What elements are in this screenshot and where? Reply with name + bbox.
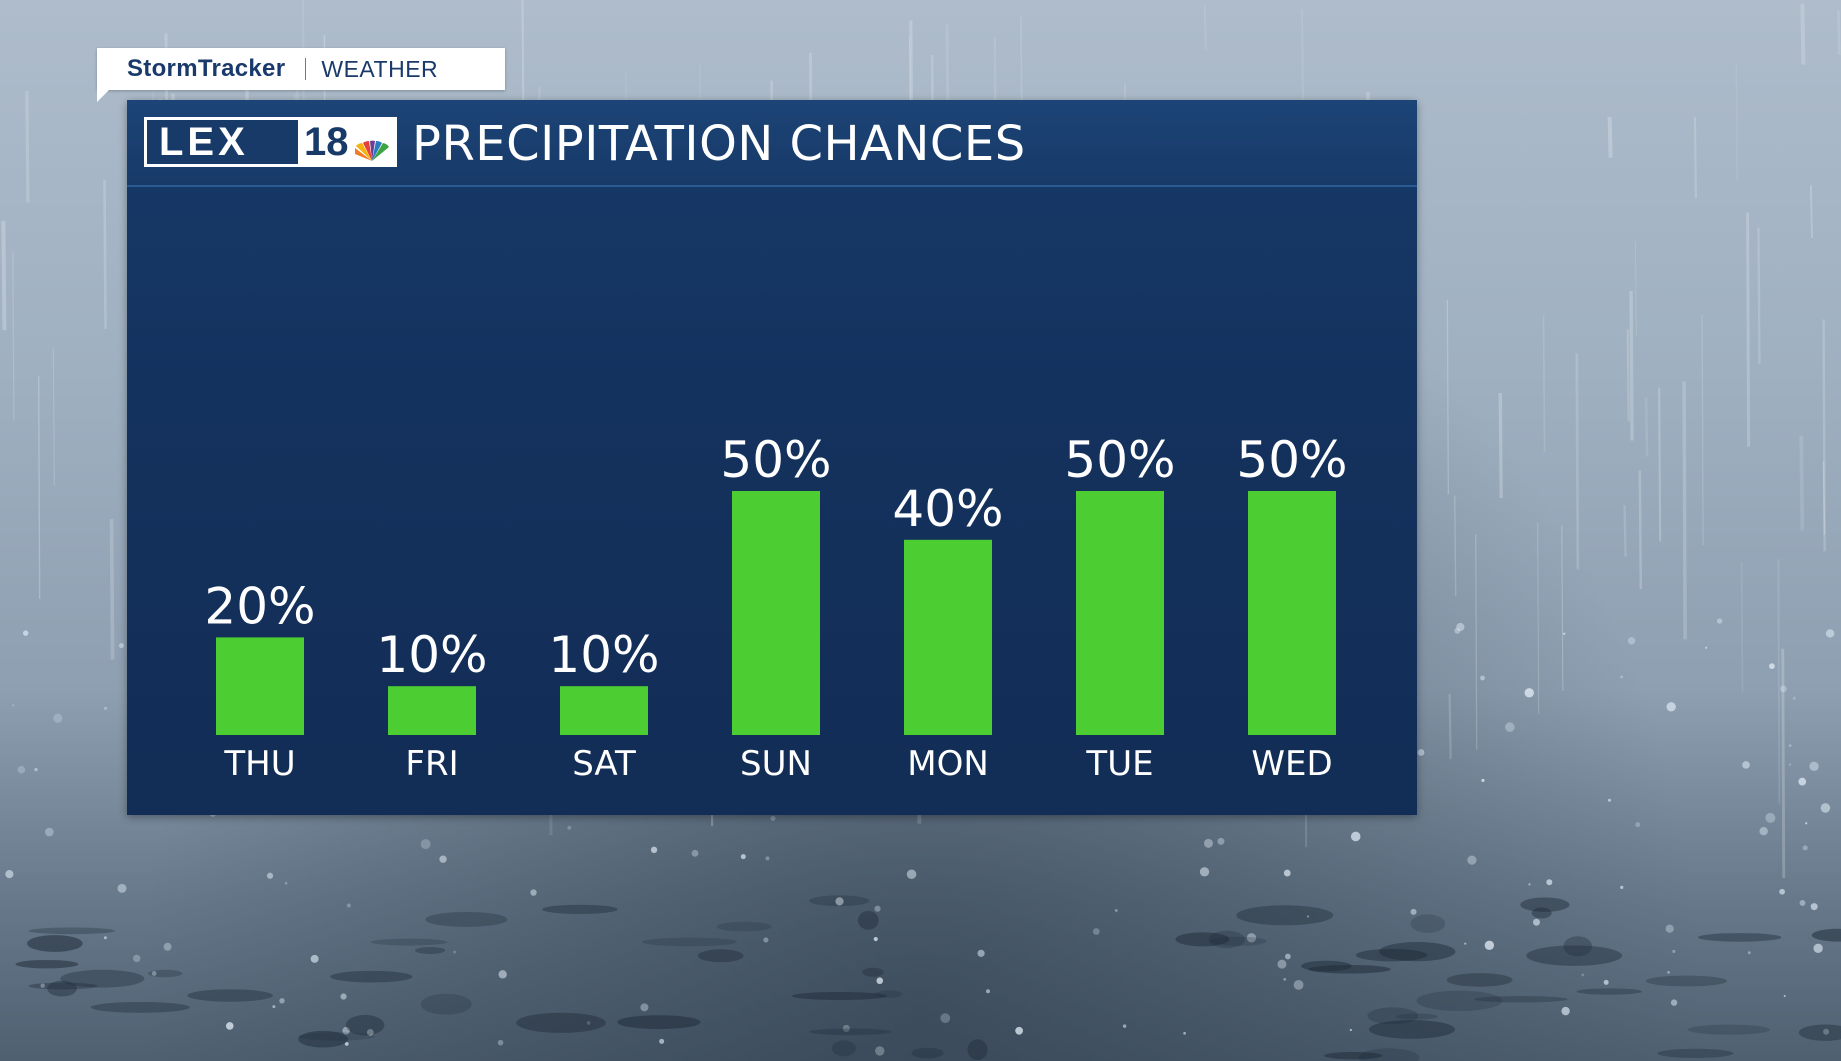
brand-section: WEATHER bbox=[321, 55, 439, 82]
brand-tag: StormTracker WEATHER bbox=[97, 48, 505, 102]
bar-sun bbox=[732, 491, 820, 735]
bar-tue bbox=[1076, 491, 1164, 735]
value-label-sun: 50% bbox=[720, 431, 831, 489]
day-label-fri: FRI bbox=[405, 744, 458, 784]
station-number: 18 bbox=[304, 120, 349, 164]
value-label-mon: 40% bbox=[892, 480, 1003, 538]
station-number-block: 18 bbox=[298, 120, 394, 164]
value-label-wed: 50% bbox=[1236, 431, 1347, 489]
value-label-tue: 50% bbox=[1064, 431, 1175, 489]
forecast-panel: LEX 18 PRECIPITATION CHANCES 20% THU 10% FR… bbox=[127, 100, 1417, 815]
bar-chart: 20% THU 10% FRI 10% SAT 50% SUN 40% MON 50% TUE 50% W… bbox=[204, 431, 1347, 784]
chart-title: PRECIPITATION CHANCES bbox=[412, 116, 1026, 172]
peacock-icon bbox=[355, 140, 389, 161]
bar-wed bbox=[1248, 491, 1336, 735]
bar-thu bbox=[216, 637, 304, 735]
day-label-sun: SUN bbox=[740, 744, 812, 784]
value-label-thu: 20% bbox=[204, 577, 315, 635]
value-label-fri: 10% bbox=[376, 626, 487, 684]
bar-fri bbox=[388, 686, 476, 735]
brand-separator bbox=[305, 58, 307, 80]
panel-header: LEX 18 PRECIPITATION CHANCES bbox=[127, 100, 1417, 187]
station-logo: LEX 18 bbox=[144, 117, 397, 167]
day-label-tue: TUE bbox=[1085, 744, 1153, 784]
brand-name: StormTracker bbox=[127, 55, 286, 82]
day-label-mon: MON bbox=[907, 744, 989, 784]
day-label-thu: THU bbox=[223, 744, 295, 784]
bar-mon bbox=[904, 539, 992, 735]
station-letters: LEX bbox=[159, 120, 249, 164]
bar-sat bbox=[560, 686, 648, 735]
value-label-sat: 10% bbox=[548, 626, 659, 684]
day-label-wed: WED bbox=[1251, 744, 1332, 784]
day-label-sat: SAT bbox=[572, 744, 636, 784]
